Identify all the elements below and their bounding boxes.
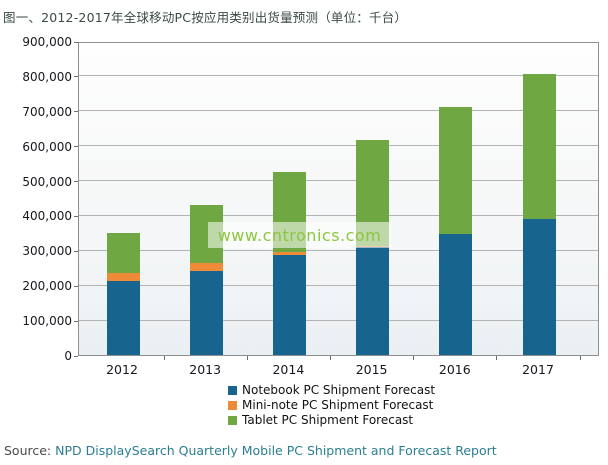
bar-2017-notebook-segment xyxy=(522,218,556,355)
x-axis-tick xyxy=(496,356,498,360)
x-axis-label-2014: 2014 xyxy=(272,362,305,377)
bar-2014-notebook-segment xyxy=(272,254,306,355)
x-axis-label-2012: 2012 xyxy=(106,362,138,377)
x-axis-label-2017: 2017 xyxy=(522,362,554,377)
legend-item-tablet: Tablet PC Shipment Forecast xyxy=(228,413,435,427)
bar-2012 xyxy=(106,232,140,355)
y-axis-tick xyxy=(74,41,78,43)
y-axis-tick xyxy=(74,181,78,183)
y-axis-label-600000: 600,000 xyxy=(22,139,72,154)
bar-2013-mini-note-segment xyxy=(189,263,223,271)
bar-2013 xyxy=(189,204,223,355)
y-axis-label-700000: 700,000 xyxy=(22,104,72,119)
chart-title: 图一、2012-2017年全球移动PC按应用类别出货量预测（单位：千台） xyxy=(3,10,408,25)
y-axis-label-400000: 400,000 xyxy=(22,209,72,224)
bar-2012-tablet-segment xyxy=(106,232,140,274)
y-axis-tick xyxy=(74,146,78,148)
legend-label: Tablet PC Shipment Forecast xyxy=(242,413,414,427)
y-axis-label-800000: 800,000 xyxy=(22,69,72,84)
y-axis-tick xyxy=(74,215,78,217)
y-axis-tick xyxy=(74,320,78,322)
legend-label: Mini-note PC Shipment Forecast xyxy=(242,398,434,412)
x-axis-tick xyxy=(163,356,165,360)
plot-area xyxy=(78,42,599,356)
legend: Notebook PC Shipment Forecast Mini-note P… xyxy=(228,383,435,427)
bar-2016-mini-note-segment xyxy=(439,233,473,235)
source-line: Source: NPD DisplaySearch Quarterly Mobi… xyxy=(4,443,497,458)
legend-item-mini-note: Mini-note PC Shipment Forecast xyxy=(228,398,435,412)
y-axis-label-200000: 200,000 xyxy=(22,279,72,294)
y-axis-label-100000: 100,000 xyxy=(22,314,72,329)
gridline-600000 xyxy=(79,145,598,147)
y-axis-label-300000: 300,000 xyxy=(22,244,72,259)
bar-2017 xyxy=(522,73,556,355)
gridline-800000 xyxy=(79,75,598,77)
legend-item-notebook: Notebook PC Shipment Forecast xyxy=(228,383,435,397)
legend-swatch-icon xyxy=(228,415,237,425)
bar-2016 xyxy=(439,107,473,355)
bar-2012-notebook-segment xyxy=(106,280,140,355)
y-axis-tick xyxy=(74,76,78,78)
gridline-400000 xyxy=(79,214,598,216)
gridline-100000 xyxy=(79,319,598,321)
gridline-300000 xyxy=(79,249,598,251)
y-axis-label-900000: 900,000 xyxy=(22,35,72,49)
bar-2015-notebook-segment xyxy=(356,246,390,355)
y-axis-label-0: 0 xyxy=(64,349,72,363)
x-axis-tick xyxy=(246,356,248,360)
y-axis-tick xyxy=(74,111,78,113)
bar-2012-mini-note-segment xyxy=(106,273,140,281)
x-axis-tick xyxy=(330,356,331,360)
watermark: www.cntronics.com xyxy=(208,222,391,248)
bar-2013-notebook-segment xyxy=(189,270,223,355)
gridline-200000 xyxy=(79,284,598,286)
x-axis-tick xyxy=(579,356,581,360)
x-axis-tick xyxy=(413,356,415,360)
x-axis-label-2013: 2013 xyxy=(189,362,222,377)
bar-2014-mini-note-segment xyxy=(272,251,306,255)
legend-label: Notebook PC Shipment Forecast xyxy=(242,383,436,397)
bar-2016-notebook-segment xyxy=(439,234,473,355)
bar-2014 xyxy=(272,171,306,355)
legend-swatch-icon xyxy=(228,385,237,395)
source-report-link[interactable]: NPD DisplaySearch Quarterly Mobile PC Sh… xyxy=(55,443,497,458)
bar-2016-tablet-segment xyxy=(439,107,473,234)
x-axis-label-2015: 2015 xyxy=(355,362,388,377)
y-axis-label-500000: 500,000 xyxy=(22,174,72,189)
bar-2017-tablet-segment xyxy=(522,73,556,219)
source-label: Source: xyxy=(4,443,56,458)
y-axis-tick xyxy=(74,285,78,287)
gridline-500000 xyxy=(79,180,598,182)
x-axis-label-2016: 2016 xyxy=(438,362,471,377)
y-axis-tick xyxy=(74,355,78,357)
gridline-700000 xyxy=(79,110,598,112)
y-axis-tick xyxy=(74,250,78,252)
legend-swatch-icon xyxy=(228,400,237,410)
